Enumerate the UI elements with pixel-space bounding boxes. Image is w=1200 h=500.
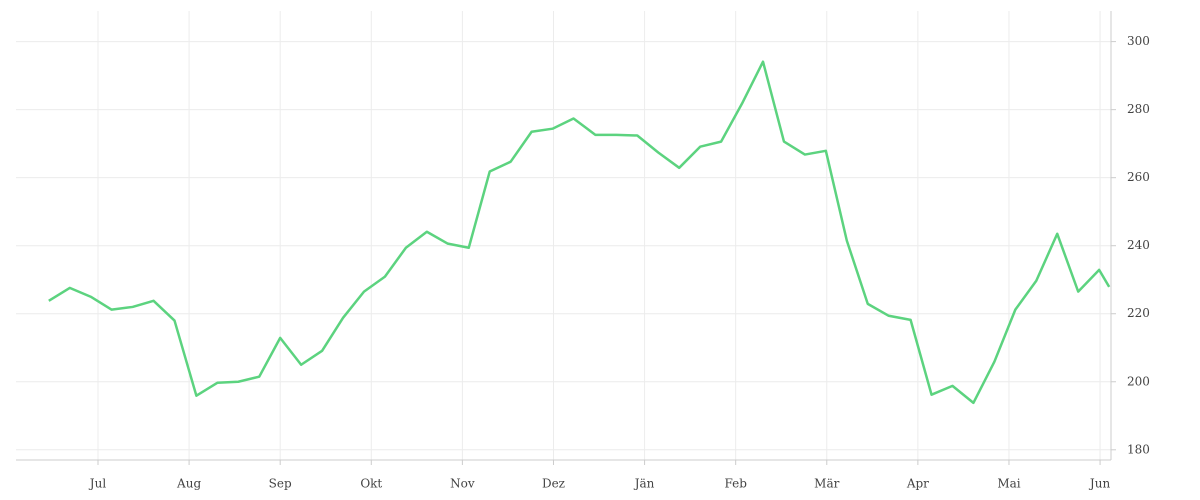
- y-tick-label: 220: [1127, 306, 1150, 320]
- x-tick-label: Dez: [542, 477, 565, 491]
- x-tick-label: Mär: [814, 477, 839, 491]
- y-tick-label: 300: [1127, 34, 1150, 48]
- x-tick-label: Sep: [269, 477, 292, 491]
- y-tick-label: 180: [1127, 442, 1150, 456]
- x-tick-label: Okt: [360, 477, 382, 491]
- x-tick-label: Jun: [1088, 477, 1111, 491]
- x-tick-label: Mai: [997, 477, 1020, 491]
- y-tick-label: 280: [1127, 102, 1150, 116]
- x-tick-label: Jän: [633, 477, 655, 491]
- line: [48, 60, 1111, 405]
- x-tick-label: Jul: [88, 477, 107, 491]
- y-tick-label: 240: [1127, 238, 1150, 252]
- x-tick-label: Nov: [450, 477, 475, 491]
- x-tick-label: Aug: [176, 477, 201, 491]
- y-tick-label: 200: [1127, 374, 1150, 388]
- y-tick-label: 260: [1127, 170, 1150, 184]
- x-tick-label: Feb: [724, 477, 747, 491]
- x-tick-label: Apr: [906, 477, 929, 491]
